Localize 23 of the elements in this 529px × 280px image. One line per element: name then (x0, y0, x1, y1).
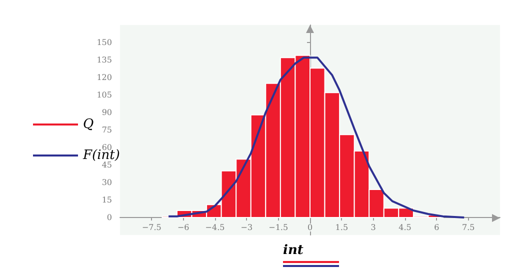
x-axis-title: int (283, 243, 304, 258)
legend-label: Q (83, 117, 94, 132)
x-tick-label: 1.5 (335, 223, 348, 232)
x-tick-label: −3 (240, 223, 253, 232)
x-tick-label: 3 (370, 223, 376, 232)
y-tick-label: 75 (102, 126, 112, 134)
y-tick-label: 90 (102, 108, 112, 117)
x-tick-label: −7.5 (142, 223, 162, 232)
x-tick-label: 6 (434, 223, 440, 232)
y-tick-label: 105 (96, 90, 112, 100)
x-tick-label: 0 (307, 223, 313, 232)
y-tick-label: 15 (102, 196, 112, 204)
y-tick-label: 30 (102, 178, 112, 187)
y-tick-label: 120 (96, 73, 112, 82)
y-tick-label: 150 (96, 38, 112, 47)
y-tick-label: 0 (106, 213, 112, 222)
x-tick-label: −4.5 (205, 223, 225, 232)
x-tick-label: −6 (177, 223, 190, 232)
y-tick-label: 135 (96, 56, 112, 64)
x-tick-label: 4.5 (398, 223, 412, 232)
y-tick-label: 45 (102, 160, 112, 170)
x-tick-label: 7.5 (462, 223, 475, 232)
x-tick-label: −1.5 (268, 223, 288, 232)
